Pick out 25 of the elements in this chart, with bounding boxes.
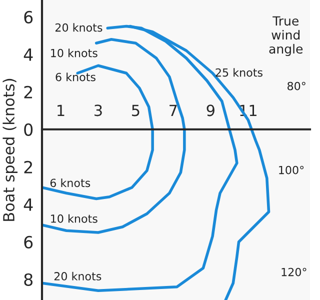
x-tick-label: 7: [170, 104, 177, 116]
annotation: 20 knots: [54, 272, 102, 280]
x-tick-label: 3: [94, 104, 102, 116]
y-tick-label: 6: [24, 236, 33, 248]
annotation: 10 knots: [51, 214, 98, 223]
annotation: 100°: [279, 166, 304, 174]
x-tick-label: 5: [132, 104, 140, 116]
x-tick-label: 1: [58, 104, 64, 116]
y-tick-label: 6: [24, 10, 33, 24]
annotation: 6 knots: [50, 178, 90, 188]
y-tick-label: 0: [24, 123, 33, 136]
y-tick-label: 4: [24, 48, 33, 61]
annotation: 120°: [282, 268, 306, 276]
annotation: 25 knots: [216, 68, 262, 77]
annotation: True wind angle: [269, 16, 303, 56]
annotation: 80°: [288, 82, 306, 90]
y-axis-title: Boat speed (knots): [2, 78, 18, 221]
y-tick-label: 8: [24, 273, 33, 286]
y-tick-label: 2: [24, 86, 32, 98]
annotation: 6 knots: [56, 72, 96, 82]
x-tick-label: 9: [206, 104, 214, 116]
y-tick-label: 4: [24, 198, 33, 211]
annotation: 20 knots: [55, 23, 102, 32]
y-tick-label: 2: [24, 160, 32, 174]
annotation: 10 knots: [51, 48, 98, 58]
